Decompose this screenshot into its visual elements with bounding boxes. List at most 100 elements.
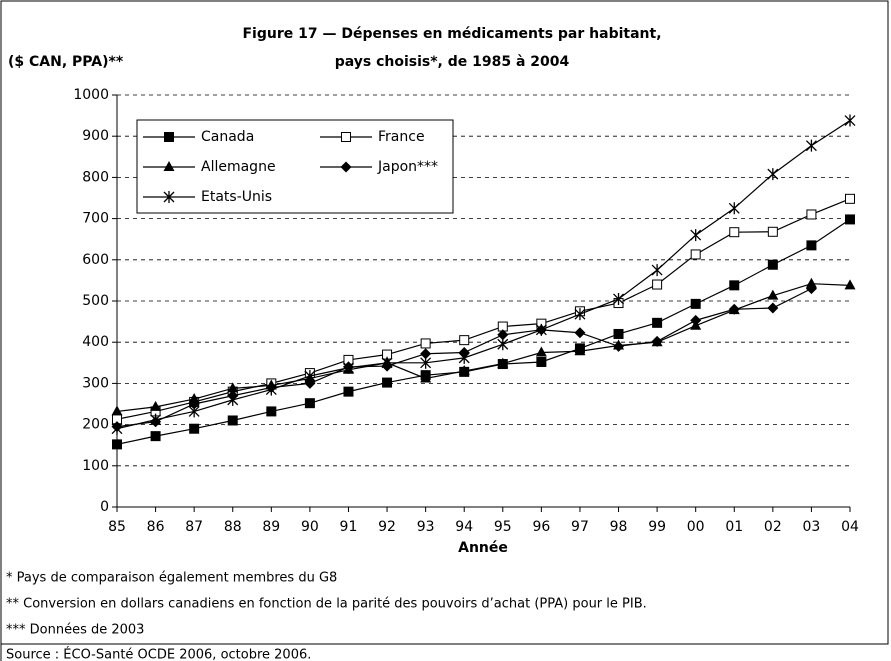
marker [767, 168, 779, 181]
marker [420, 356, 432, 369]
marker [844, 279, 856, 290]
marker [150, 400, 162, 411]
y-tick-label: 100 [82, 458, 109, 474]
marker [227, 415, 238, 426]
marker [844, 114, 856, 127]
marker [420, 372, 432, 383]
marker [535, 323, 547, 336]
x-tick-label: 93 [417, 519, 435, 535]
marker [112, 439, 122, 450]
y-tick-label: 300 [82, 375, 109, 391]
y-tick-label: 200 [82, 417, 109, 433]
marker [651, 335, 663, 347]
marker [382, 377, 393, 388]
legend-label: Japon*** [377, 159, 438, 175]
x-tick-label: 90 [301, 519, 319, 535]
x-tick-label: 99 [648, 519, 666, 535]
y-tick-label: 600 [82, 252, 109, 268]
x-tick-label: 04 [841, 519, 859, 535]
marker [728, 303, 740, 315]
marker [420, 338, 431, 349]
marker [420, 348, 432, 360]
marker [613, 292, 624, 305]
y-tick-label: 0 [100, 499, 109, 515]
x-tick-label: 87 [185, 519, 203, 535]
x-tick-label: 89 [262, 519, 280, 535]
legend-marker [340, 161, 352, 173]
footnote: * Pays de comparaison également membres … [6, 571, 337, 586]
marker [845, 193, 855, 204]
y-tick-label: 900 [82, 128, 109, 144]
x-tick-label: 02 [764, 519, 782, 535]
footnote: *** Données de 2003 [6, 623, 144, 638]
y-tick-label: 800 [82, 169, 109, 185]
marker [767, 289, 779, 300]
marker [613, 340, 625, 352]
marker [381, 356, 393, 369]
marker [497, 338, 509, 351]
marker [304, 369, 316, 382]
marker [497, 357, 509, 368]
marker [227, 393, 239, 406]
marker [265, 383, 277, 396]
marker [150, 431, 161, 442]
marker [652, 279, 663, 290]
legend-label: Canada [201, 129, 254, 145]
marker [535, 346, 547, 357]
marker [574, 327, 586, 339]
footnote: ** Conversion en dollars canadiens en fo… [6, 597, 647, 612]
marker [805, 139, 817, 152]
y-tick-label: 400 [82, 334, 109, 350]
marker [536, 356, 547, 367]
marker [497, 329, 509, 341]
y-tick-label: 500 [82, 293, 109, 309]
x-tick-label: 00 [687, 519, 705, 535]
x-tick-label: 96 [532, 519, 550, 535]
legend-marker [163, 191, 175, 203]
marker [728, 202, 740, 215]
marker [574, 345, 586, 356]
x-tick-label: 92 [378, 519, 396, 535]
marker [805, 283, 817, 295]
chart-title: Figure 17 — Dépenses en médicaments par … [242, 26, 661, 42]
series-line [116, 283, 851, 413]
series-line [116, 120, 851, 430]
chart-frame [0, 0, 889, 645]
x-tick-label: 91 [340, 519, 358, 535]
legend-label: France [378, 129, 425, 145]
marker [767, 226, 778, 237]
x-tick-label: 01 [725, 519, 743, 535]
y-tick-label: 1000 [73, 87, 109, 103]
series-line [116, 218, 851, 445]
x-axis-label: Année [458, 540, 508, 556]
y-axis-label: ($ CAN, PPA)** [8, 54, 124, 70]
legend-label: Etats-Unis [201, 189, 272, 205]
marker [652, 317, 663, 328]
x-tick-label: 85 [108, 519, 126, 535]
marker [304, 377, 316, 389]
marker [806, 209, 817, 220]
marker [845, 214, 855, 225]
x-tick-label: 97 [571, 519, 589, 535]
marker [729, 227, 740, 238]
marker [111, 422, 123, 435]
x-tick-label: 88 [224, 519, 242, 535]
chart-title: pays choisis*, de 1985 à 2004 [335, 54, 570, 70]
marker [458, 365, 470, 376]
marker [767, 259, 778, 270]
marker [266, 406, 277, 417]
marker [459, 335, 470, 346]
x-tick-label: 98 [610, 519, 628, 535]
x-tick-label: 03 [803, 519, 821, 535]
marker [613, 328, 624, 339]
legend-marker [163, 161, 175, 171]
legend-marker [341, 132, 351, 142]
marker [188, 405, 200, 418]
marker [304, 398, 315, 409]
marker [574, 308, 586, 321]
marker [805, 277, 817, 288]
marker [343, 361, 354, 374]
marker [189, 423, 200, 434]
